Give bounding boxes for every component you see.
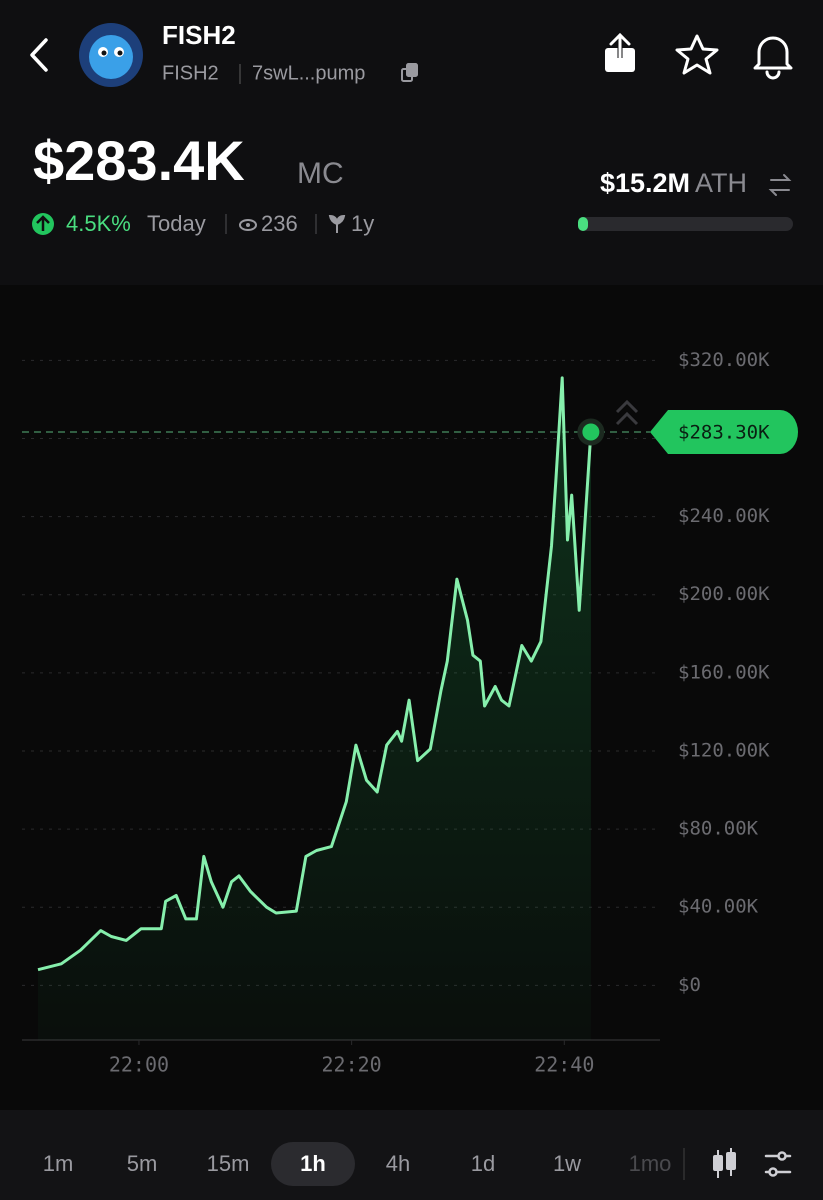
copy-icon[interactable] xyxy=(401,63,418,82)
price-line xyxy=(37,376,593,972)
candle-toggle[interactable] xyxy=(713,1148,736,1178)
ath-progress-track xyxy=(578,217,793,231)
timeframe-button[interactable]: 1w xyxy=(553,1151,581,1176)
token-name: FISH2 xyxy=(162,20,236,50)
ath-label: ATH xyxy=(695,168,747,198)
ath-progress-fill xyxy=(578,217,588,231)
toolbar-bg xyxy=(0,1110,823,1200)
scroll-latest-icon[interactable] xyxy=(615,399,639,426)
y-tick-label: $320.00K xyxy=(678,349,770,371)
x-tick-label: 22:00 xyxy=(109,1053,169,1077)
favorite-button[interactable] xyxy=(675,34,719,75)
timeframe-button[interactable]: 1h xyxy=(300,1151,326,1176)
period: Today xyxy=(147,211,206,236)
last-point xyxy=(577,418,605,446)
x-tick-label: 22:20 xyxy=(322,1053,382,1077)
up-icon xyxy=(32,213,54,235)
y-tick-label: $0 xyxy=(678,974,701,996)
price-chart: $0 $40.00K $80.00K $120.00K $160.00K $200.00K… xyxy=(22,349,798,1077)
eye-icon xyxy=(239,219,257,231)
timeframe-button[interactable]: 1mo xyxy=(629,1151,672,1176)
x-tick-label: 22:40 xyxy=(534,1053,594,1077)
active-timeframe xyxy=(271,1142,355,1186)
back-button[interactable] xyxy=(30,38,48,72)
alert-button[interactable] xyxy=(753,36,793,80)
timeframe-button[interactable]: 1d xyxy=(471,1151,495,1176)
age-icon xyxy=(328,214,346,233)
y-tick-label: $80.00K xyxy=(678,818,759,840)
y-tick-label: $160.00K xyxy=(678,661,770,683)
views: 236 xyxy=(261,211,298,236)
settings-button[interactable] xyxy=(764,1151,792,1177)
y-tick-label: $120.00K xyxy=(678,739,770,761)
market-cap-label: MC xyxy=(297,157,344,190)
y-tick-label: $200.00K xyxy=(678,583,770,605)
y-tick-label: $40.00K xyxy=(678,896,759,918)
avatar xyxy=(79,23,143,87)
timeframe-button[interactable]: 1m xyxy=(43,1151,74,1176)
timeframe-button[interactable]: 15m xyxy=(207,1151,250,1176)
ath-value: $15.2M xyxy=(600,168,690,198)
token-address[interactable]: 7swL...pump xyxy=(252,62,365,84)
swap-icon[interactable] xyxy=(768,174,792,196)
market-cap: $283.4K xyxy=(33,129,245,192)
timeframe-bar: 1m 5m 15m 1h 4h 1d 1w 1mo xyxy=(43,1142,672,1186)
change: 4.5K% xyxy=(66,211,131,236)
token-symbol: FISH2 xyxy=(162,62,219,84)
price-tag xyxy=(650,409,798,454)
timeframe-button[interactable]: 4h xyxy=(386,1151,410,1176)
price-tag-label: $283.30K xyxy=(678,421,770,443)
share-button[interactable] xyxy=(605,31,635,72)
y-tick-label: $240.00K xyxy=(678,505,770,527)
age: 1y xyxy=(351,211,374,236)
timeframe-button[interactable]: 5m xyxy=(127,1151,158,1176)
area xyxy=(38,377,591,1040)
